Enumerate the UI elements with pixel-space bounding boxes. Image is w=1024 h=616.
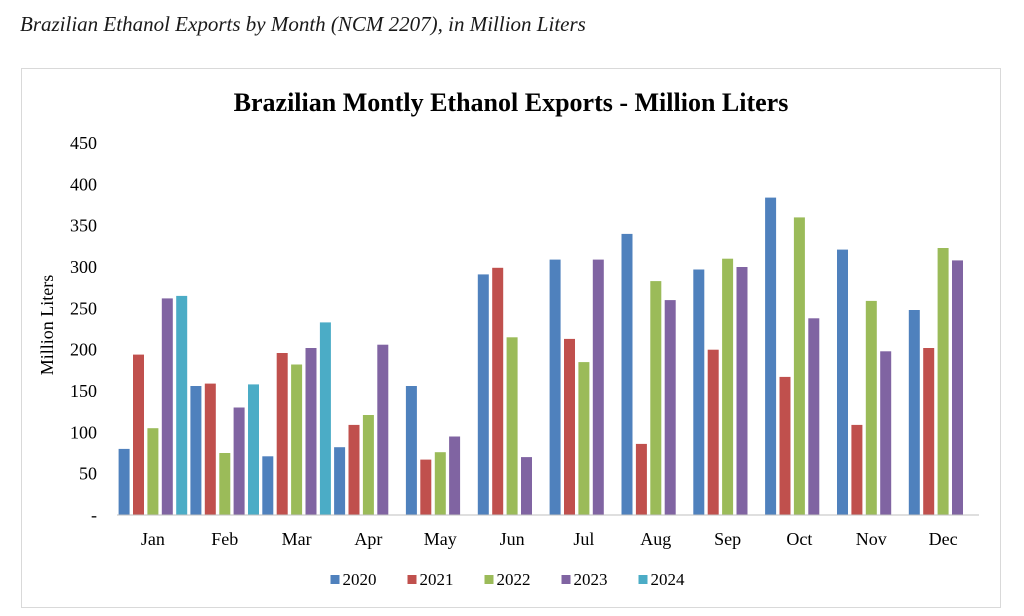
bar-2024-feb <box>248 384 259 515</box>
bar-2022-feb <box>219 453 231 515</box>
bar-2020-apr <box>334 447 346 515</box>
bar-2022-nov <box>865 300 877 515</box>
y-tick-label: 200 <box>70 340 97 360</box>
bar-2022-mar <box>291 364 303 515</box>
bar-2020-jun <box>477 274 489 515</box>
x-tick-label: Oct <box>786 529 812 549</box>
legend-swatch-2022 <box>484 575 494 584</box>
y-tick-label: 50 <box>79 464 97 484</box>
y-tick-label: 300 <box>70 257 97 277</box>
x-tick-label: Jun <box>500 529 525 549</box>
y-tick-label: 100 <box>70 422 97 442</box>
legend-label-2024: 2024 <box>651 570 686 589</box>
bar-2021-feb <box>204 383 216 515</box>
bar-2020-jul <box>549 259 561 515</box>
legend-label-2020: 2020 <box>343 570 377 589</box>
bar-2023-feb <box>233 407 245 515</box>
bar-2023-aug <box>664 300 676 515</box>
bar-2021-sep <box>707 349 719 515</box>
x-tick-label: Feb <box>211 529 238 549</box>
bar-2020-aug <box>621 233 633 515</box>
bar-2022-jan <box>147 428 159 515</box>
y-tick-label: 350 <box>70 216 97 236</box>
bar-2021-jun <box>492 267 504 515</box>
x-tick-label: Jan <box>141 529 165 549</box>
bar-2021-mar <box>276 353 288 515</box>
bar-2023-jun <box>521 457 532 515</box>
legend-swatch-2024 <box>638 575 648 584</box>
x-tick-label: Nov <box>856 529 887 549</box>
bar-2020-dec <box>908 310 920 515</box>
bar-2021-aug <box>635 443 647 515</box>
bar-2022-apr <box>362 415 374 515</box>
bar-2022-dec <box>937 248 949 515</box>
legend-swatch-2023 <box>561 575 571 584</box>
x-tick-label: Mar <box>282 529 312 549</box>
legend-label-2022: 2022 <box>497 570 531 589</box>
bar-2020-jan <box>118 448 130 515</box>
bar-2021-oct <box>779 376 791 515</box>
x-tick-label: Jul <box>573 529 594 549</box>
y-tick-label: 450 <box>70 133 97 153</box>
y-tick-label: 400 <box>70 174 97 194</box>
bar-2020-mar <box>262 456 274 515</box>
bar-2021-dec <box>923 348 935 515</box>
legend-label-2021: 2021 <box>420 570 454 589</box>
bar-2022-sep <box>722 258 734 515</box>
chart-container: Brazilian Montly Ethanol Exports - Milli… <box>21 68 1001 608</box>
y-tick-label: 250 <box>70 298 97 318</box>
bar-2022-jul <box>578 362 590 515</box>
bar-chart: Brazilian Montly Ethanol Exports - Milli… <box>37 88 979 589</box>
bar-2023-nov <box>880 351 892 515</box>
bar-2020-oct <box>765 197 777 515</box>
bar-2022-oct <box>793 217 805 515</box>
x-tick-label: Aug <box>640 529 671 549</box>
bar-2021-jan <box>133 354 144 515</box>
y-axis-label: Million Liters <box>37 275 57 376</box>
x-tick-label: May <box>424 529 457 549</box>
bar-2020-sep <box>693 269 705 515</box>
bar-2024-jan <box>176 295 188 515</box>
x-axis-ticks: Jan Feb Mar Apr May Jun Jul Aug Sep Oct Nov Dec <box>141 529 958 549</box>
bar-2023-may <box>449 436 461 515</box>
x-tick-label: Sep <box>714 529 741 549</box>
legend-label-2023: 2023 <box>574 570 608 589</box>
bar-2020-feb <box>190 386 202 515</box>
bar-2021-nov <box>851 424 863 515</box>
legend-swatch-2021 <box>407 575 417 584</box>
bar-2024-mar <box>319 322 331 515</box>
y-tick-label: 150 <box>70 381 97 401</box>
bars <box>118 197 963 515</box>
bar-2022-may <box>434 452 446 515</box>
bar-2023-mar <box>305 348 317 515</box>
bar-2023-jul <box>592 259 604 515</box>
legend: 2020 2021 2022 2023 2024 <box>330 570 686 589</box>
bar-2023-dec <box>952 260 963 515</box>
legend-swatch-2020 <box>330 575 340 584</box>
bar-2021-may <box>420 459 432 515</box>
x-tick-label: Apr <box>354 529 382 549</box>
bar-2020-may <box>405 386 417 515</box>
bar-2023-jan <box>161 298 173 515</box>
bar-2023-oct <box>808 318 820 515</box>
x-tick-label: Dec <box>929 529 958 549</box>
figure-caption: Brazilian Ethanol Exports by Month (NCM … <box>20 12 586 36</box>
bar-2020-nov <box>837 249 848 515</box>
bar-2022-aug <box>650 281 662 515</box>
bar-2023-apr <box>377 344 389 515</box>
chart-title: Brazilian Montly Ethanol Exports - Milli… <box>234 88 789 117</box>
bar-2021-apr <box>348 424 360 515</box>
bar-2023-sep <box>736 267 748 515</box>
y-axis-ticks: - 50 100 150 200 250 300 350 400 450 <box>70 133 97 525</box>
y-tick-label: - <box>91 505 97 525</box>
bar-2021-jul <box>564 338 575 515</box>
bar-2022-jun <box>506 337 518 515</box>
